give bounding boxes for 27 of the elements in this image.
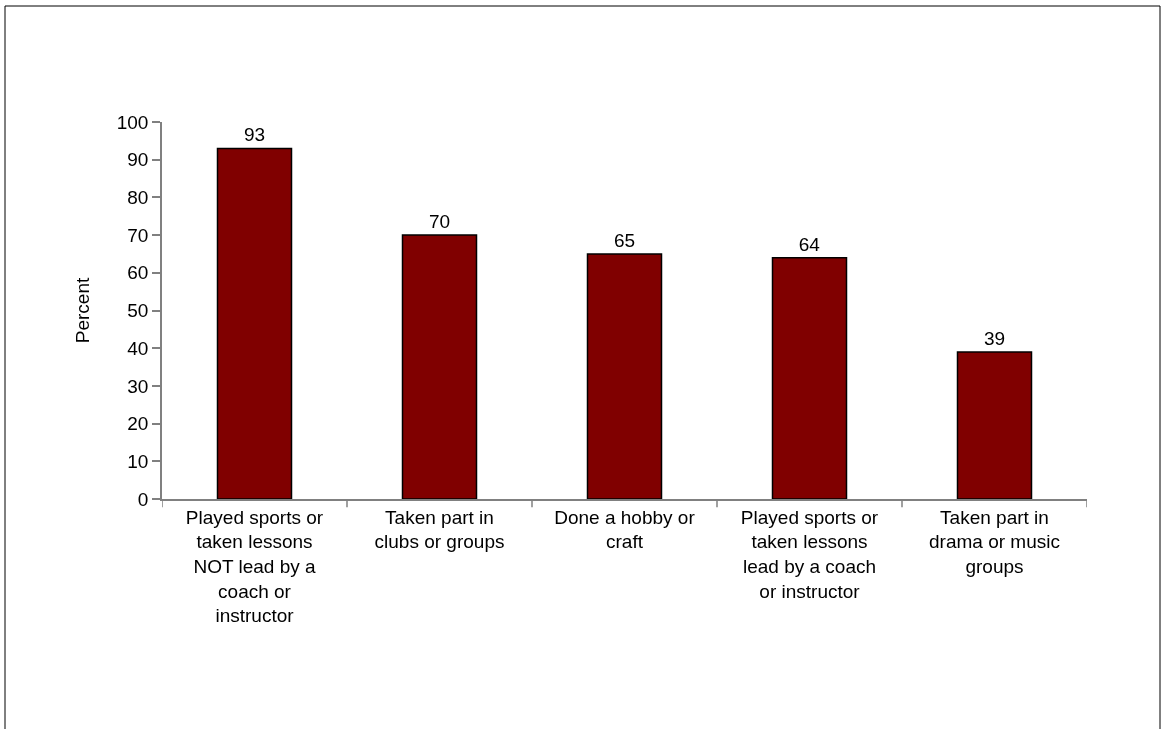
x-tick-label: Played sports or taken lessons lead by a coach or instructor	[740, 506, 879, 602]
bar	[771, 256, 848, 499]
y-tick-label: 100	[116, 111, 149, 133]
y-tick-label: 10	[127, 450, 149, 472]
x-tick-label: Taken part in drama or music groups	[929, 506, 1060, 577]
x-tick-label: Played sports or taken lessons NOT lead by a coach or instructor	[185, 506, 324, 627]
y-tick-label: 30	[127, 375, 149, 397]
y-tick-label: 70	[127, 224, 149, 246]
data-label: 65	[613, 229, 636, 251]
y-tick-label: 60	[127, 262, 149, 284]
y-tick-label: 50	[127, 300, 149, 322]
y-tick-label: 40	[127, 337, 149, 359]
data-label: 39	[983, 327, 1006, 349]
y-axis-title: Percent	[72, 277, 94, 344]
data-label: 70	[428, 211, 451, 233]
y-tick-label: 90	[127, 149, 149, 171]
bar	[956, 351, 1033, 499]
bar	[586, 253, 663, 499]
x-tick-label: Taken part in clubs or groups	[374, 506, 505, 553]
y-tick-label: 80	[127, 187, 149, 209]
y-tick-label: 0	[137, 488, 149, 510]
x-tick-label: Done a hobby or craft	[554, 506, 696, 553]
y-tick-label: 20	[127, 413, 149, 435]
data-label: 93	[243, 124, 266, 146]
data-label: 64	[798, 233, 821, 255]
bar	[216, 147, 293, 499]
bar	[401, 234, 478, 499]
